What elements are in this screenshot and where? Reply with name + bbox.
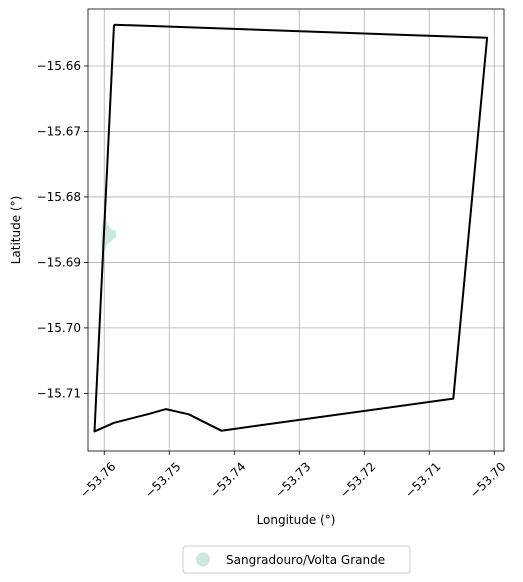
y-axis-label: Latitude (°) [9,196,23,265]
y-tick-label: −15.71 [37,386,81,400]
y-tick-label: −15.68 [37,190,81,204]
x-tick-label: −53.74 [207,459,248,500]
boundary-outline [93,23,489,433]
y-tick-label: −15.69 [37,255,81,269]
x-tick-label: −53.71 [402,459,443,500]
x-tick-label: −53.75 [142,459,183,500]
x-tick-label: −53.73 [272,459,313,500]
y-axis-ticks: −15.66 −15.67 −15.68 −15.69 −15.70 −15.71 [37,59,88,400]
y-tick-label: −15.67 [37,124,81,138]
legend: Sangradouro/Volta Grande [182,545,411,574]
y-tick-label: −15.66 [37,59,81,73]
legend-frame [182,545,411,574]
x-axis-label: Longitude (°) [257,513,336,527]
x-tick-label: −53.72 [337,459,378,500]
x-tick-label: −53.76 [77,459,118,500]
plot-area-frame [87,8,505,452]
x-tick-label: −53.70 [467,459,508,500]
y-tick-label: −15.70 [37,321,81,335]
legend-marker [196,552,210,567]
grid-lines [88,9,504,451]
plot-content [93,23,489,433]
legend-label: Sangradouro/Volta Grande [226,553,385,567]
x-axis-ticks: −53.76 −53.75 −53.74 −53.73 −53.72 −53.71 −53.… [77,451,509,501]
